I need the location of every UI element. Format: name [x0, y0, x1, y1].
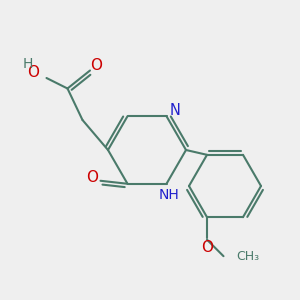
Text: O: O — [27, 65, 39, 80]
Text: O: O — [201, 240, 213, 255]
Text: O: O — [86, 170, 98, 185]
Text: O: O — [91, 58, 103, 74]
Text: N: N — [169, 103, 180, 118]
Text: NH: NH — [159, 188, 180, 202]
Text: CH₃: CH₃ — [236, 250, 259, 263]
Text: H: H — [23, 58, 33, 71]
